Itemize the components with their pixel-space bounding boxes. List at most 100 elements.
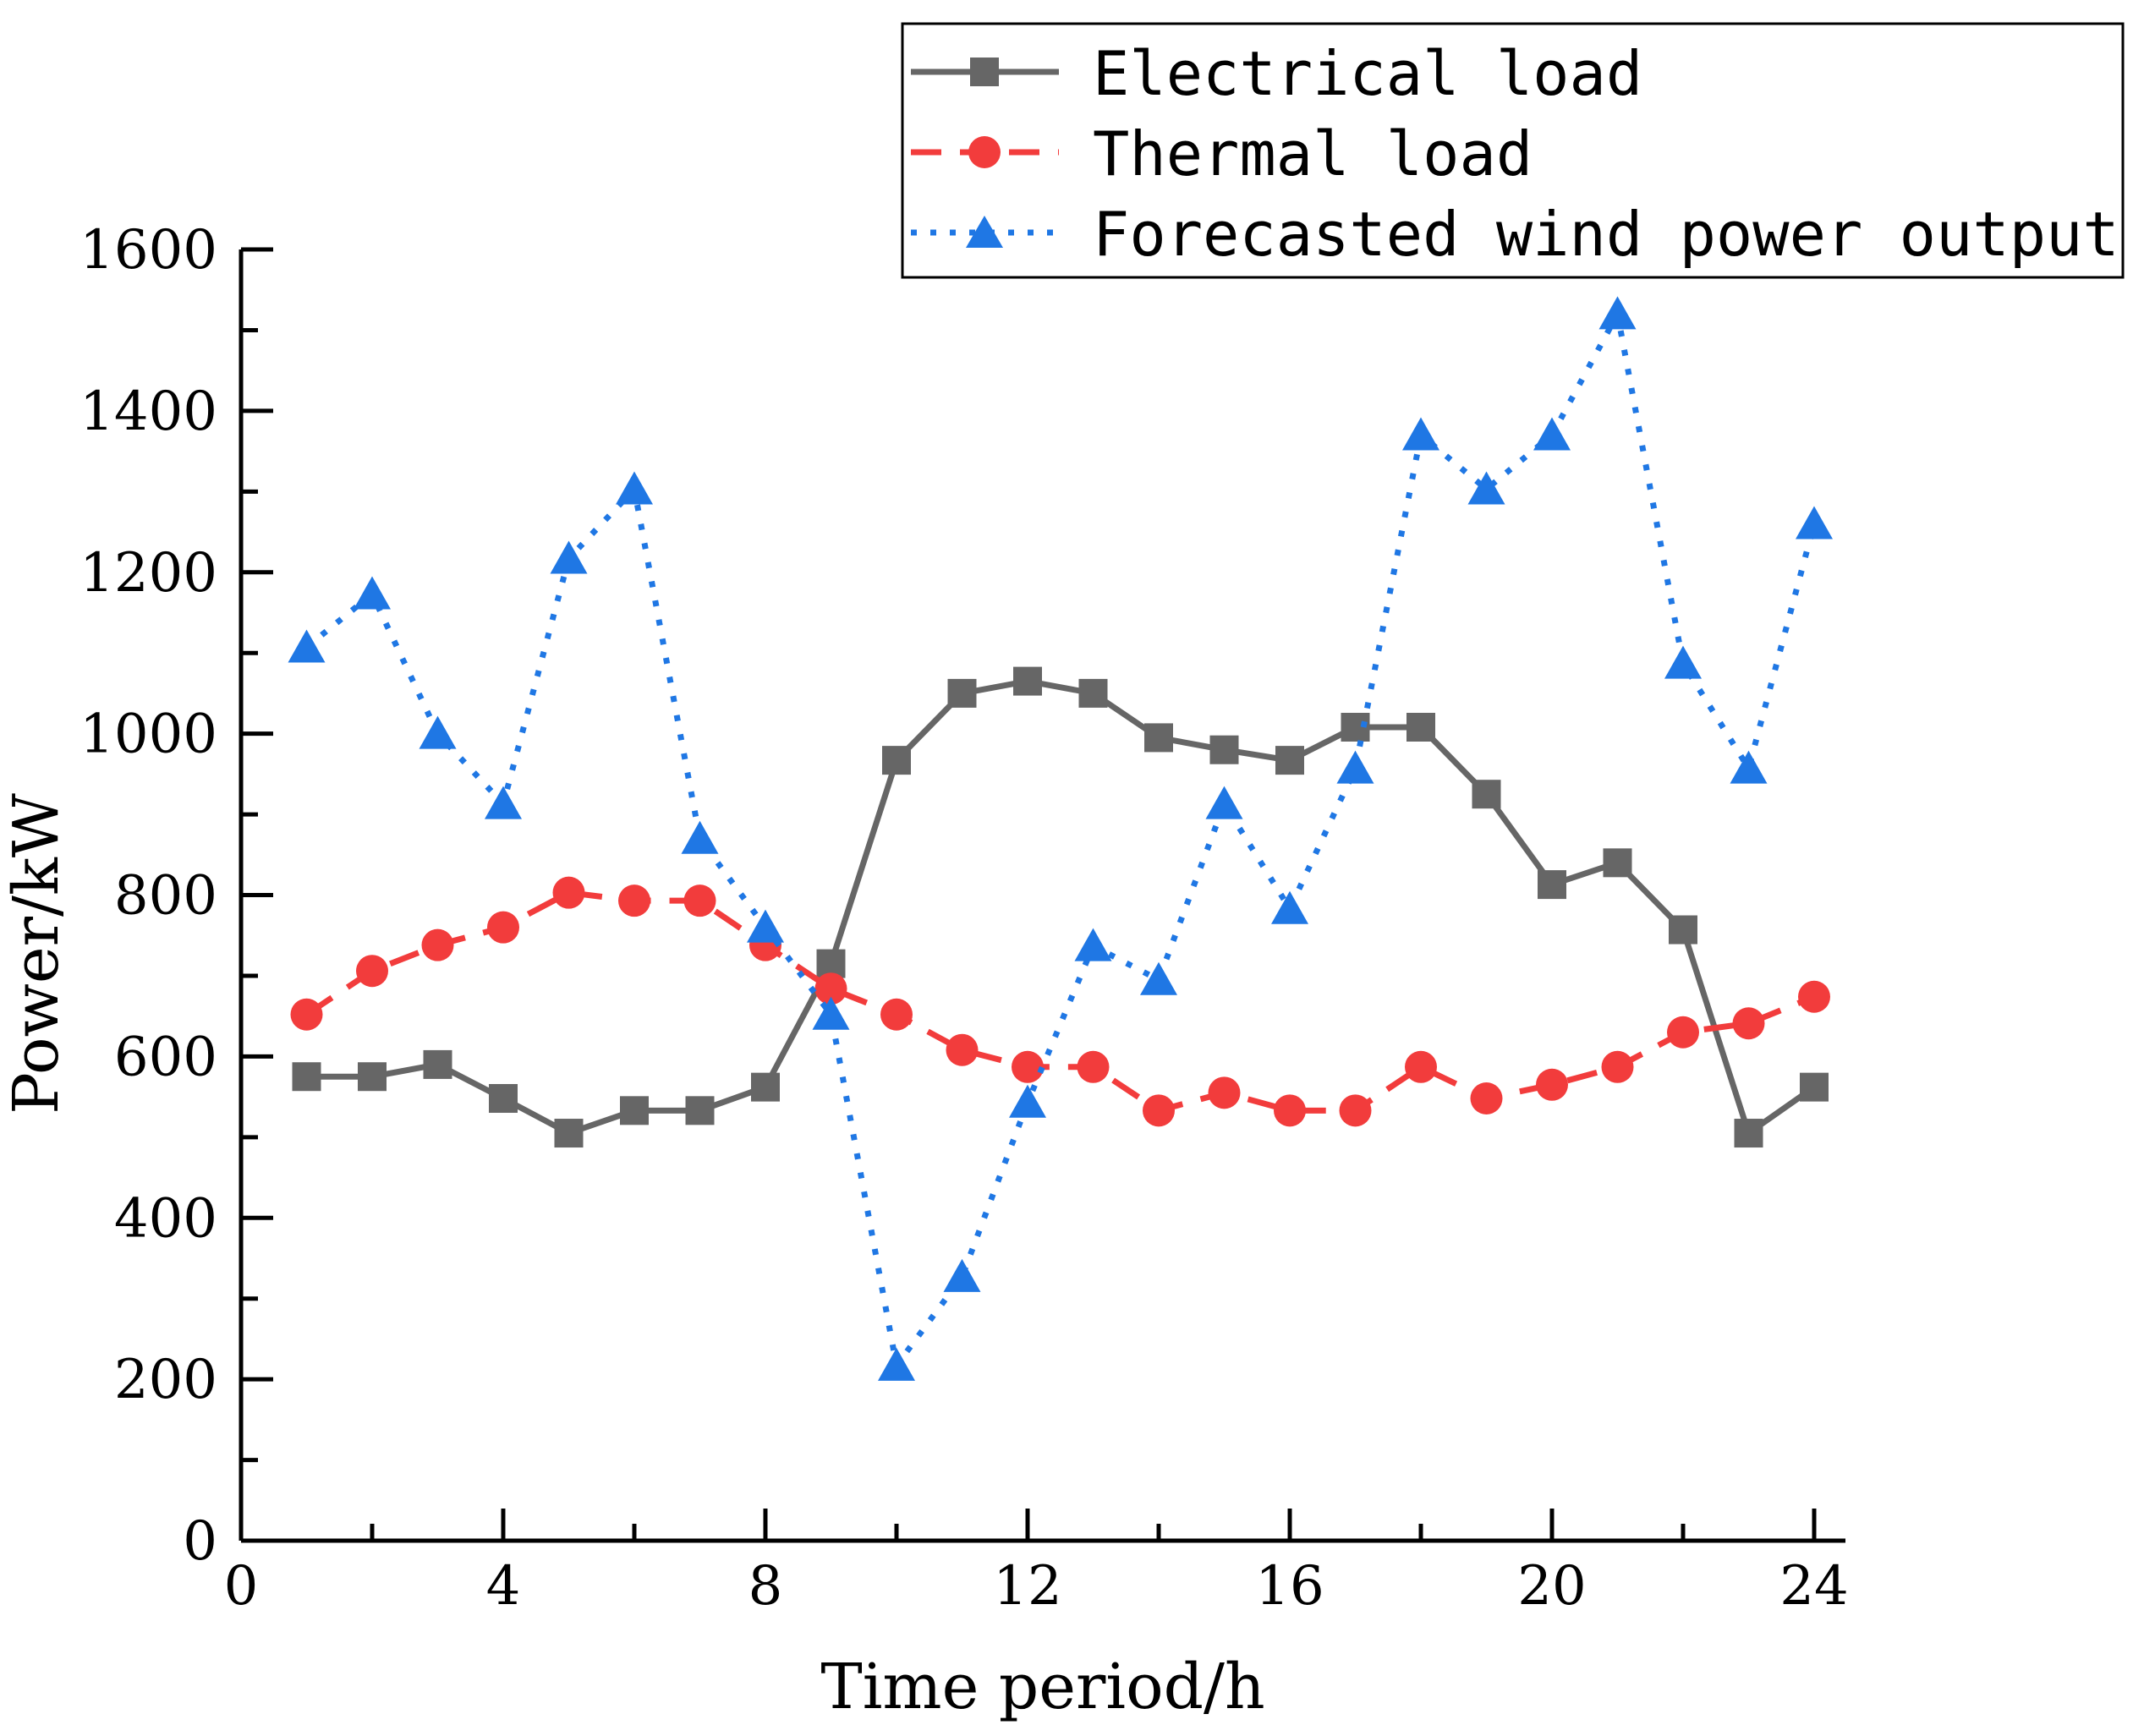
- data-point-thermal-load: [487, 911, 519, 944]
- data-point-wind-power: [288, 629, 326, 663]
- data-point-wind-power: [1467, 471, 1505, 505]
- data-point-wind-power: [616, 471, 653, 505]
- axes: 0 4 8 12 16 20 24 0 200 400 600 800 1000 1200 1400 160…: [80, 219, 1849, 1618]
- y-ticks: 0 200 400 600 800 1000 1200 1400 1600: [80, 219, 273, 1573]
- data-point-electrical-load: [1800, 1072, 1829, 1102]
- y-tick-label: 200: [114, 1349, 217, 1411]
- data-point-electrical-load: [554, 1119, 584, 1148]
- legend-item-electrical: Electrical load: [911, 38, 1642, 109]
- data-point-thermal-load: [880, 998, 913, 1031]
- legend-item-thermal: Thermal load: [911, 118, 1533, 189]
- data-point-wind-power: [1402, 417, 1439, 451]
- legend-label-electrical: Electrical load: [1093, 38, 1642, 109]
- data-point-thermal-load: [683, 884, 716, 917]
- data-point-wind-power: [1271, 890, 1308, 924]
- data-point-wind-power: [747, 909, 784, 943]
- data-point-thermal-load: [946, 1033, 979, 1066]
- data-point-thermal-load: [1077, 1050, 1110, 1083]
- x-tick-label: 20: [1517, 1555, 1586, 1618]
- data-point-electrical-load: [685, 1096, 715, 1125]
- data-point-wind-power: [550, 540, 588, 574]
- data-point-electrical-load: [1078, 678, 1108, 708]
- x-tick-label: 16: [1255, 1555, 1324, 1618]
- data-point-wind-power: [1730, 750, 1768, 784]
- data-point-thermal-load: [1667, 1016, 1699, 1049]
- x-tick-label: 4: [486, 1555, 521, 1618]
- data-point-electrical-load: [1209, 735, 1239, 764]
- data-point-electrical-load: [1603, 848, 1632, 878]
- data-point-electrical-load: [1013, 666, 1042, 696]
- legend-box: [901, 22, 2125, 279]
- data-point-thermal-load: [290, 998, 323, 1031]
- y-tick-label: 1000: [80, 704, 217, 766]
- data-point-electrical-load: [1406, 712, 1435, 742]
- data-point-electrical-load: [947, 678, 977, 708]
- series-line-electrical-load: [306, 678, 1817, 1136]
- data-point-wind-power: [1533, 417, 1571, 451]
- series-electrical-load: [292, 666, 1829, 1148]
- x-ticks: 0 4 8 12 16 20 24: [224, 1509, 1849, 1618]
- data-point-wind-power: [1336, 750, 1374, 784]
- data-point-wind-power: [1205, 786, 1243, 819]
- y-tick-label: 1600: [80, 219, 217, 282]
- y-tick-label: 600: [114, 1026, 217, 1088]
- data-point-thermal-load: [1601, 1050, 1634, 1083]
- y-tick-label: 1200: [80, 542, 217, 605]
- data-point-wind-power: [485, 786, 522, 819]
- x-tick-label: 12: [993, 1555, 1061, 1618]
- data-point-wind-power: [1009, 1084, 1046, 1118]
- data-point-electrical-load: [489, 1084, 518, 1114]
- data-point-electrical-load: [1734, 1119, 1763, 1148]
- data-point-thermal-load: [421, 928, 454, 961]
- data-point-electrical-load: [423, 1049, 452, 1079]
- data-point-wind-power: [681, 820, 719, 854]
- data-point-thermal-load: [1798, 980, 1830, 1013]
- data-point-thermal-load: [1405, 1050, 1437, 1083]
- data-point-wind-power: [878, 1347, 915, 1381]
- data-point-thermal-load: [552, 876, 585, 909]
- data-point-electrical-load: [292, 1062, 321, 1092]
- legend-marker-wind: [966, 216, 1003, 248]
- data-point-thermal-load: [1732, 1007, 1765, 1040]
- data-point-thermal-load: [356, 955, 388, 988]
- data-point-electrical-load: [1669, 915, 1697, 945]
- legend: Electrical load Thermal load Forecasted …: [901, 22, 2125, 279]
- data-point-electrical-load: [1275, 746, 1304, 775]
- x-axis-title: Time period/h: [820, 1651, 1264, 1723]
- y-tick-label: 1400: [80, 381, 217, 443]
- data-point-electrical-load: [620, 1096, 649, 1125]
- data-point-electrical-load: [882, 746, 911, 775]
- data-point-wind-power: [354, 576, 391, 610]
- y-axis-title: Power/kW: [0, 793, 73, 1114]
- data-point-thermal-load: [1536, 1068, 1568, 1101]
- data-point-thermal-load: [618, 884, 650, 917]
- data-point-electrical-load: [1538, 870, 1566, 900]
- data-point-thermal-load: [1143, 1094, 1175, 1127]
- data-point-electrical-load: [1144, 723, 1173, 753]
- data-point-wind-power: [1598, 296, 1637, 330]
- data-point-wind-power: [1796, 506, 1833, 539]
- data-point-wind-power: [1664, 645, 1702, 679]
- x-tick-label: 0: [224, 1555, 259, 1618]
- data-point-wind-power: [1140, 961, 1177, 995]
- x-tick-label: 8: [748, 1555, 783, 1618]
- legend-label-wind: Forecasted wind power output: [1093, 199, 2119, 270]
- series-line-wind-power: [304, 310, 1818, 1369]
- series-thermal-load: [290, 876, 1830, 1127]
- x-tick-label: 24: [1779, 1555, 1848, 1618]
- legend-marker-electrical: [970, 58, 999, 86]
- data-point-thermal-load: [1339, 1094, 1372, 1127]
- data-point-thermal-load: [1208, 1076, 1241, 1109]
- data-point-electrical-load: [751, 1072, 780, 1102]
- data-point-electrical-load: [1472, 780, 1501, 809]
- series-layer: [288, 296, 1833, 1381]
- y-tick-label: 400: [114, 1187, 217, 1250]
- data-point-electrical-load: [358, 1062, 387, 1092]
- data-point-thermal-load: [1274, 1094, 1306, 1127]
- legend-label-thermal: Thermal load: [1093, 118, 1533, 189]
- series-wind-power: [288, 296, 1833, 1381]
- y-tick-label: 800: [114, 865, 217, 928]
- legend-marker-thermal: [968, 136, 1001, 168]
- data-point-wind-power: [419, 715, 457, 749]
